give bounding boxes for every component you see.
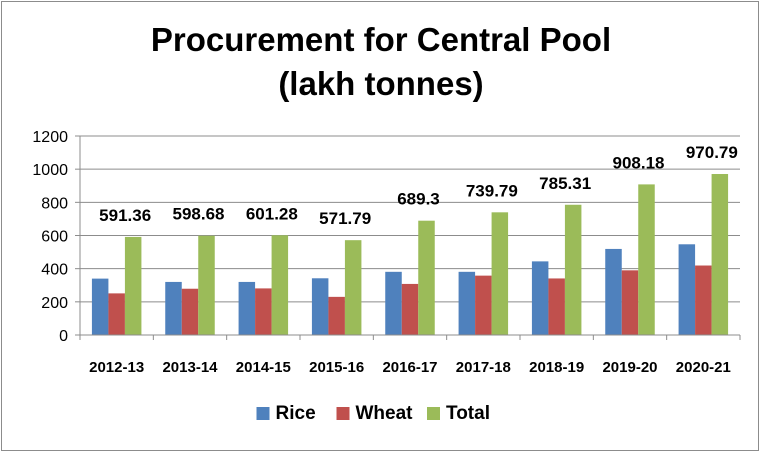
axes: 0 200 400 600 800 1000 1200 2012-13 2013-14 2014-… xyxy=(32,129,741,376)
bar-rice xyxy=(458,271,476,335)
x-tick-label: 2014-15 xyxy=(236,359,291,376)
data-label: 785.31 xyxy=(539,174,591,193)
data-label: 908.18 xyxy=(613,153,665,172)
bar-rice xyxy=(531,261,549,335)
bar-total xyxy=(198,235,215,335)
data-label: 970.79 xyxy=(686,143,738,162)
x-tick-label: 2016-17 xyxy=(382,359,437,376)
y-tick-label: 400 xyxy=(41,262,68,279)
y-tick-label: 1000 xyxy=(32,162,68,179)
x-tick-label: 2017-18 xyxy=(456,359,511,376)
bar-total xyxy=(711,174,729,335)
x-tick-label: 2018-19 xyxy=(529,359,584,376)
bar-wheat xyxy=(695,265,712,335)
bar-total xyxy=(344,240,362,335)
data-label: 591.36 xyxy=(99,206,151,225)
legend-swatch-rice xyxy=(256,407,270,420)
legend-swatch-total xyxy=(427,407,440,420)
bars xyxy=(91,174,729,335)
bar-wheat xyxy=(328,296,345,335)
legend: Rice Wheat Total xyxy=(256,403,490,424)
bar-wheat xyxy=(475,275,492,335)
x-tick-label: 2015-16 xyxy=(309,359,364,376)
bar-total xyxy=(564,204,582,335)
bar-rice xyxy=(91,278,109,335)
y-tick-label: 800 xyxy=(41,195,68,212)
bar-rice xyxy=(605,248,622,335)
bar-rice xyxy=(678,244,696,335)
bar-total xyxy=(638,184,655,335)
x-tick-label: 2020-21 xyxy=(676,359,731,376)
y-tick-label: 1200 xyxy=(32,129,68,146)
data-label: 689.3 xyxy=(397,190,440,209)
data-label: 598.68 xyxy=(173,205,225,224)
x-tick-label: 2013-14 xyxy=(162,359,218,376)
x-tick-label: 2012-13 xyxy=(89,359,144,376)
x-tick-label: 2019-20 xyxy=(602,359,657,376)
data-labels: 591.36 598.68 601.28 571.79 689.3 739.79 785.3… xyxy=(99,143,738,228)
y-tick-label: 200 xyxy=(41,295,68,312)
legend-label-wheat: Wheat xyxy=(356,403,414,424)
bar-total xyxy=(491,212,509,335)
data-label: 739.79 xyxy=(466,181,518,200)
y-tick-label: 600 xyxy=(41,229,68,246)
bar-total xyxy=(418,220,435,335)
bar-wheat xyxy=(621,270,639,335)
bar-wheat xyxy=(401,283,419,335)
bar-total xyxy=(271,235,289,335)
chart-subtitle: (lakh tonnes) xyxy=(278,65,484,102)
bar-rice xyxy=(238,281,256,335)
bar-wheat xyxy=(181,288,199,335)
legend-label-rice: Rice xyxy=(276,403,316,424)
bar-rice xyxy=(311,278,329,335)
y-tick-label: 0 xyxy=(59,328,68,345)
chart-title-line1: Procurement for Central Pool xyxy=(150,21,612,58)
data-label: 601.28 xyxy=(246,204,298,223)
bar-total xyxy=(124,236,142,335)
bar-wheat xyxy=(108,293,125,335)
legend-swatch-wheat xyxy=(336,407,350,420)
chart-title: Procurement for Central Pool (lakh tonne… xyxy=(0,18,762,106)
legend-label-total: Total xyxy=(446,403,490,424)
bar-rice xyxy=(385,271,402,335)
bar-rice xyxy=(165,281,182,335)
bar-wheat xyxy=(548,278,565,335)
data-label: 571.79 xyxy=(319,209,371,228)
bar-wheat xyxy=(255,288,272,335)
